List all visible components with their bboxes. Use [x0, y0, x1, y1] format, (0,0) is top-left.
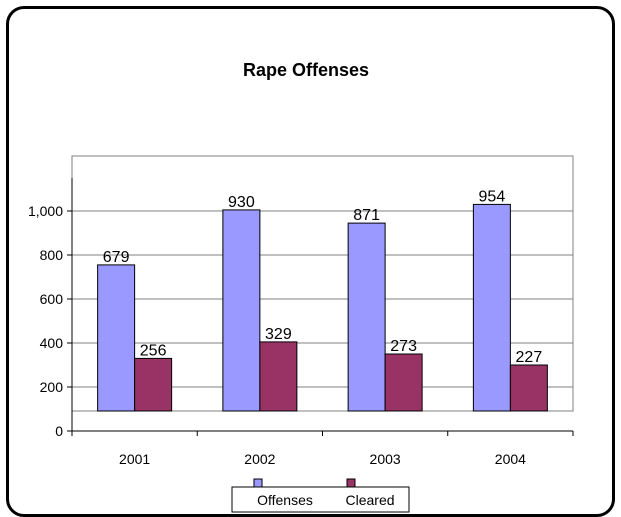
- y-tick-label: 200: [40, 379, 64, 395]
- y-tick-label: 1,000: [28, 203, 63, 219]
- y-tick-label: 400: [40, 335, 64, 351]
- labels: 6792562001930329200287127320039542272004…: [28, 188, 542, 467]
- data-label-cleared-2002: 329: [265, 326, 292, 343]
- data-label-cleared-2001: 256: [140, 342, 167, 359]
- chart-title: Rape Offenses: [243, 60, 369, 80]
- bar-offenses-2003: [347, 222, 386, 412]
- bar-offenses-2001: [97, 264, 136, 412]
- bars: [97, 203, 548, 412]
- bar-cleared-2002: [259, 341, 298, 412]
- bar-offenses-2002: [222, 209, 261, 412]
- data-label-cleared-2003: 273: [390, 338, 417, 355]
- bar-offenses-2004: [472, 203, 511, 412]
- legend-label-cleared: Cleared: [345, 492, 394, 508]
- data-label-offenses-2003: 871: [353, 207, 380, 224]
- y-tick-label: 800: [40, 247, 64, 263]
- bar-cleared-2004: [509, 364, 548, 412]
- legend: Offenses Cleared: [231, 478, 410, 513]
- legend-swatch-offenses: [253, 478, 263, 488]
- data-label-offenses-2002: 930: [228, 194, 255, 211]
- bar-cleared-2001: [134, 357, 173, 412]
- bar-cleared-2003: [384, 353, 423, 412]
- y-tick-label: 600: [40, 291, 64, 307]
- y-tick-label: 0: [55, 423, 63, 439]
- axes: [67, 178, 574, 436]
- legend-label-offenses: Offenses: [257, 492, 313, 508]
- legend-box: [231, 486, 410, 513]
- legend-swatch-cleared: [346, 478, 356, 488]
- x-tick-label: 2004: [495, 451, 526, 467]
- x-tick-label: 2002: [244, 451, 275, 467]
- data-label-cleared-2004: 227: [516, 349, 543, 366]
- x-tick-label: 2003: [370, 451, 401, 467]
- bar-chart: Rape Offenses 679 256 2001 930 329 2002 871 273…: [28, 60, 574, 513]
- x-tick-label: 2001: [119, 451, 150, 467]
- chart-frame: Rape Offenses 679 256 2001 930 329 2002 871 273…: [6, 6, 615, 517]
- data-label-offenses-2004: 954: [479, 188, 506, 205]
- data-label-offenses-2001: 679: [103, 249, 130, 266]
